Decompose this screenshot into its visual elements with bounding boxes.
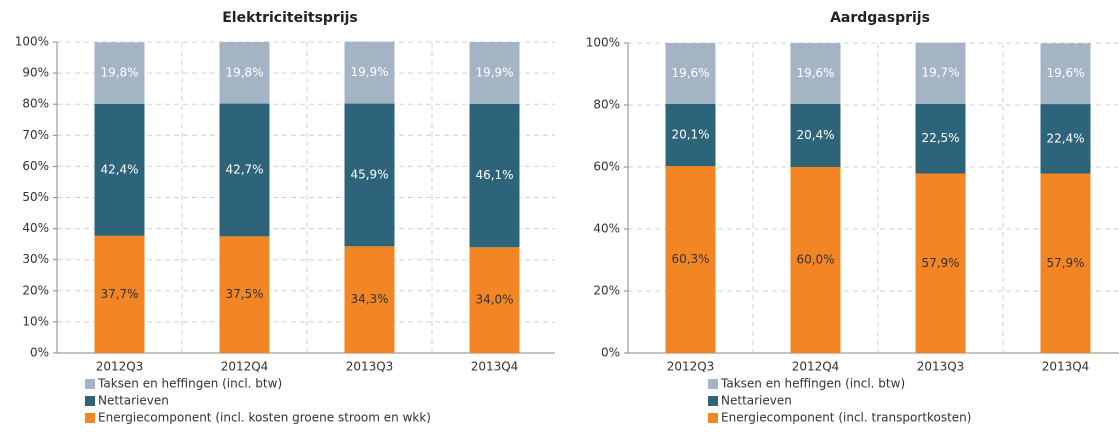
data-label: 57,9% [921, 256, 959, 270]
y-tick-label: 60% [593, 160, 620, 174]
bar-segment [219, 42, 270, 104]
bar-segment [1040, 173, 1091, 353]
y-tick-label: 90% [22, 66, 49, 80]
legend-label: Energiecomponent (incl. kosten groene st… [98, 411, 431, 425]
y-tick-label: 30% [22, 252, 49, 266]
y-tick-label: 10% [22, 314, 49, 328]
bar-segment [219, 103, 270, 237]
y-tick-label: 70% [22, 128, 49, 142]
data-label: 19,6% [671, 66, 709, 80]
data-label: 19,8% [225, 65, 263, 79]
bar-segment [790, 103, 841, 167]
bar-segment [469, 103, 520, 248]
data-label: 37,7% [100, 287, 138, 301]
x-tick-label: 2013Q3 [346, 360, 394, 374]
bar-segment [344, 41, 395, 104]
data-label: 20,1% [671, 127, 709, 141]
data-label: 19,8% [100, 66, 138, 80]
bar-segment [1040, 43, 1091, 105]
bar-segment [219, 236, 270, 353]
legend-swatch [85, 379, 95, 389]
bar-segment [344, 103, 395, 247]
legend-swatch [85, 413, 95, 423]
bar-segment [94, 103, 145, 236]
data-label: 60,0% [796, 253, 834, 267]
bar-segment [915, 173, 966, 353]
y-tick-label: 50% [22, 190, 49, 204]
y-tick-label: 20% [22, 283, 49, 297]
y-tick-label: 100% [586, 36, 620, 50]
bar-segment [1040, 104, 1091, 174]
data-label: 60,3% [671, 252, 709, 266]
legend-label: Taksen en heffingen (incl. btw) [97, 377, 282, 391]
y-tick-label: 20% [593, 284, 620, 298]
y-tick-label: 80% [593, 98, 620, 112]
data-label: 19,6% [796, 66, 834, 80]
x-tick-label: 2012Q4 [221, 360, 269, 374]
bar-segment [94, 42, 145, 104]
legend-swatch [708, 396, 718, 406]
data-label: 22,5% [921, 131, 959, 145]
bar-segment [344, 246, 395, 353]
bar-segment [665, 166, 716, 353]
data-label: 46,1% [475, 168, 513, 182]
x-tick-label: 2012Q4 [792, 360, 840, 374]
bar-segment [665, 103, 716, 167]
x-tick-label: 2013Q4 [1042, 360, 1090, 374]
x-tick-label: 2012Q3 [667, 360, 715, 374]
y-tick-label: 0% [601, 346, 620, 360]
data-label: 57,9% [1046, 256, 1084, 270]
bar-segment [790, 167, 841, 353]
data-label: 19,9% [350, 65, 388, 79]
bar-segment [94, 235, 145, 353]
data-label: 34,0% [475, 293, 513, 307]
y-tick-label: 40% [593, 222, 620, 236]
data-label: 42,4% [100, 162, 138, 176]
legend-swatch [708, 379, 718, 389]
data-label: 19,9% [475, 65, 513, 79]
x-tick-label: 2012Q3 [96, 360, 144, 374]
data-label: 34,3% [350, 292, 388, 306]
bar-segment [469, 247, 520, 353]
y-tick-label: 40% [22, 221, 49, 235]
y-tick-label: 0% [30, 346, 49, 360]
y-tick-label: 80% [22, 97, 49, 111]
bar-segment [915, 42, 966, 104]
bar-segment [469, 42, 520, 104]
bar-segment [665, 43, 716, 104]
bar-segment [790, 43, 841, 104]
y-tick-label: 60% [22, 159, 49, 173]
data-label: 45,9% [350, 167, 388, 181]
data-label: 42,7% [225, 162, 263, 176]
legend-swatch [85, 396, 95, 406]
data-label: 37,5% [225, 287, 263, 301]
x-tick-label: 2013Q3 [917, 360, 965, 374]
bar-segment [915, 103, 966, 174]
data-label: 19,7% [921, 66, 959, 80]
legend-label: Nettarieven [98, 394, 169, 408]
chart-title: Aardgasprijs [830, 10, 930, 26]
legend-label: Taksen en heffingen (incl. btw) [720, 377, 905, 391]
legend-label: Energiecomponent (incl. transportkosten) [721, 411, 971, 425]
legend-swatch [708, 413, 718, 423]
y-tick-label: 100% [15, 35, 49, 49]
data-label: 22,4% [1046, 131, 1084, 145]
data-label: 20,4% [796, 128, 834, 142]
data-label: 19,6% [1046, 66, 1084, 80]
chart-title: Elektriciteitsprijs [222, 10, 358, 26]
x-tick-label: 2013Q4 [471, 360, 519, 374]
legend-label: Nettarieven [721, 394, 792, 408]
